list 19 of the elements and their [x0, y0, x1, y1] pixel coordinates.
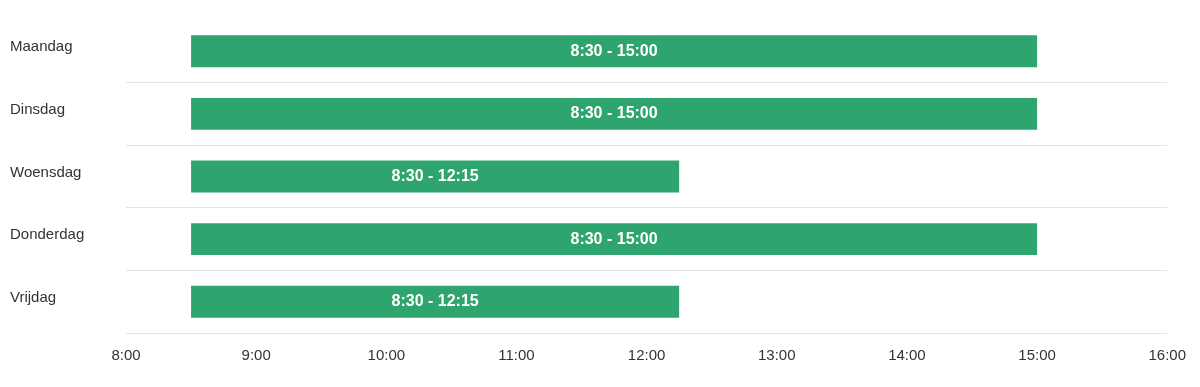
data-label: 8:30 - 12:15	[391, 166, 479, 184]
x-tick-label: 12:00	[627, 346, 666, 364]
x-tick-label: 13:00	[758, 346, 796, 364]
x-tick-label: 16:00	[1148, 346, 1187, 364]
data-label: 8:30 - 15:00	[570, 41, 658, 59]
data-label: 8:30 - 15:00	[570, 104, 658, 122]
x-tick-label: 10:00	[367, 346, 406, 364]
data-label: 8:30 - 12:15	[391, 292, 479, 310]
x-tick-label: 8:00	[111, 346, 141, 364]
x-tick-label: 11:00	[498, 346, 535, 364]
y-tick-label: Donderdag	[10, 225, 85, 243]
x-tick-label: 15:00	[1018, 346, 1056, 364]
y-tick-label: Woensdag	[10, 162, 82, 180]
y-tick-label: Dinsdag	[10, 100, 66, 118]
y-tick-label: Maandag	[10, 37, 73, 55]
y-tick-label: Vrijdag	[10, 287, 57, 305]
x-tick-label: 9:00	[241, 346, 271, 364]
x-tick-label: 14:00	[888, 346, 926, 364]
data-label: 8:30 - 15:00	[570, 229, 658, 247]
